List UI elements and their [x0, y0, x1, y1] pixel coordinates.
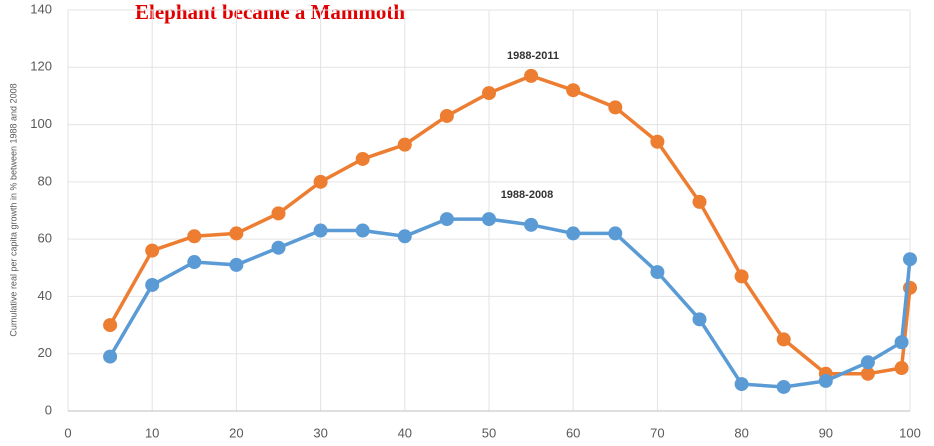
series-marker	[103, 318, 118, 333]
series-line	[108, 74, 912, 376]
series-marker	[860, 366, 875, 381]
series-marker	[355, 151, 370, 166]
x-tick-label: 70	[650, 425, 664, 440]
series-label: 1988-2008	[501, 189, 554, 201]
series-marker	[776, 332, 791, 347]
x-tick-label: 50	[482, 425, 496, 440]
series-marker	[608, 100, 623, 115]
series-marker	[734, 377, 749, 392]
series-marker	[229, 226, 244, 241]
y-tick-label: 20	[38, 345, 52, 360]
x-tick-label: 20	[229, 425, 243, 440]
series-marker	[355, 223, 370, 238]
series-marker	[229, 257, 244, 272]
series-marker	[776, 379, 791, 394]
x-tick-label: 30	[313, 425, 327, 440]
series-marker	[894, 361, 909, 376]
series-marker	[524, 68, 539, 83]
x-tick-label: 80	[734, 425, 748, 440]
series-marker	[903, 252, 917, 267]
y-tick-label: 120	[30, 59, 52, 74]
y-tick-label: 100	[30, 116, 52, 131]
series-marker	[397, 137, 412, 152]
series-marker	[650, 265, 665, 280]
series-marker	[818, 373, 833, 388]
series-line	[108, 217, 912, 389]
series-marker	[524, 217, 539, 232]
x-tick-label: 90	[819, 425, 833, 440]
x-tick-label: 0	[64, 425, 71, 440]
y-tick-label: 140	[30, 1, 52, 16]
series-marker	[734, 269, 749, 284]
series-marker	[313, 223, 328, 238]
x-tick-label: 100	[899, 425, 921, 440]
series-marker	[271, 240, 286, 255]
series-marker	[566, 83, 581, 98]
series-marker	[482, 212, 496, 227]
series-marker	[566, 226, 581, 241]
series-marker	[482, 86, 496, 101]
chart-title: Elephant became a Mammoth	[135, 0, 405, 24]
y-axis-label: Cumulative real per capita growth in % b…	[8, 83, 18, 336]
x-tick-label: 60	[566, 425, 580, 440]
series-marker	[145, 277, 160, 292]
x-tick-label: 40	[398, 425, 412, 440]
series-marker	[608, 226, 623, 241]
series-marker	[271, 206, 286, 221]
y-tick-label: 0	[45, 402, 52, 417]
series-marker	[860, 355, 875, 370]
series-marker	[187, 229, 202, 244]
y-tick-label: 80	[38, 173, 52, 188]
series-marker	[187, 255, 202, 270]
series-marker	[145, 243, 160, 258]
x-tick-label: 10	[145, 425, 159, 440]
series-marker	[894, 335, 909, 350]
series-marker	[650, 134, 665, 149]
series-marker	[439, 108, 454, 123]
series-marker	[692, 312, 707, 327]
series-marker	[692, 194, 707, 209]
series-label: 1988-2011	[507, 50, 559, 62]
series-marker	[439, 212, 454, 227]
series-marker	[397, 229, 412, 244]
y-tick-label: 60	[38, 231, 52, 246]
series-marker	[103, 349, 118, 364]
y-tick-label: 40	[38, 288, 52, 303]
series-marker	[313, 174, 328, 189]
